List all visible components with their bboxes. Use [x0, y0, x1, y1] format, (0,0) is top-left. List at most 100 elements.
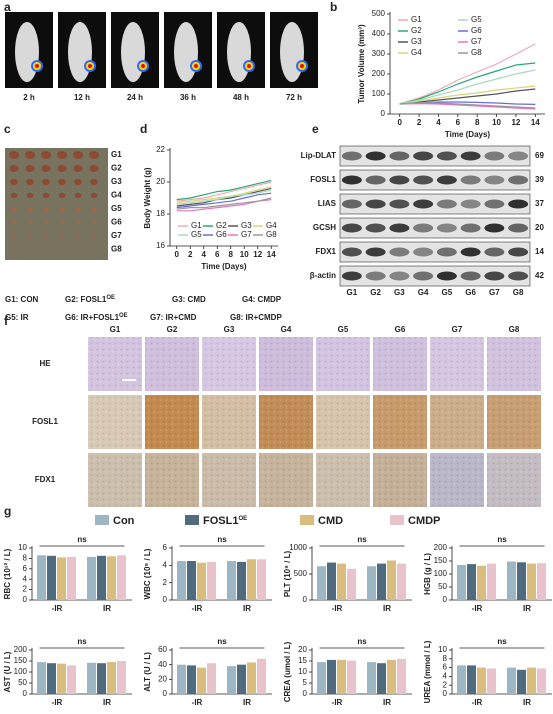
group-label: G3 [111, 177, 122, 186]
bar [87, 556, 96, 600]
x-tick-label: 12 [511, 118, 520, 127]
column-label: G4 [281, 325, 292, 334]
ihc-texture [88, 453, 142, 507]
legend-label: Con [113, 515, 135, 527]
tumor [58, 192, 66, 199]
legend-label: G3 [411, 37, 422, 46]
y-tick-label: 15 [298, 656, 307, 665]
bar [227, 561, 236, 600]
tumor [9, 151, 19, 159]
blot-band [341, 151, 362, 161]
blot-band [484, 151, 505, 161]
bar [457, 665, 466, 694]
protein-label: FOSL1 [310, 175, 336, 184]
tumor [92, 234, 96, 238]
blot-band [436, 151, 457, 161]
bar [177, 561, 186, 600]
bar [67, 556, 76, 600]
bar [327, 659, 336, 694]
tumor [92, 248, 96, 251]
x-tick-label: -IR [192, 604, 203, 613]
kda-label: 69 [535, 151, 544, 160]
series-line [176, 197, 272, 210]
series-line [399, 43, 536, 105]
x-tick-label: 0 [175, 250, 180, 259]
tumor [42, 192, 50, 199]
stain-label: FOSL1 [32, 417, 58, 426]
blot-band [460, 271, 481, 281]
bar [457, 564, 466, 600]
blot-band [389, 151, 410, 161]
bar [537, 668, 546, 694]
y-tick-label: 22 [156, 145, 165, 154]
y-tick-label: 100 [434, 569, 448, 578]
y-tick-label: 0 [303, 595, 308, 604]
lane-label: G8 [513, 288, 524, 297]
bar [47, 555, 56, 600]
bar [117, 555, 126, 600]
bar [527, 667, 536, 694]
series-line [176, 187, 272, 207]
annotation: ns [497, 637, 507, 646]
blot-band [341, 199, 362, 209]
tumor [11, 206, 17, 212]
bar [207, 561, 216, 600]
blot-band [365, 199, 386, 209]
tumor [43, 206, 49, 212]
blot-band [389, 199, 410, 209]
lane-label: G6 [465, 288, 476, 297]
blot-band [365, 271, 386, 281]
blot-band [460, 175, 481, 185]
blot-band [341, 271, 362, 281]
ihc-texture [487, 453, 541, 507]
tumor [12, 248, 16, 251]
bar [97, 663, 106, 694]
ihc-texture [316, 453, 370, 507]
series-line [176, 186, 272, 204]
y-tick-label: 2 [163, 578, 168, 587]
blot-band [508, 151, 529, 161]
y-tick-label: 6 [443, 663, 448, 672]
tumor [60, 234, 64, 238]
column-label: G1 [110, 325, 121, 334]
tumor [25, 164, 35, 173]
legend-label: G6 [216, 230, 227, 239]
legend-label: G8 [266, 230, 277, 239]
mouse-body [174, 22, 198, 82]
tumor [25, 151, 35, 159]
x-tick-label: 8 [229, 250, 234, 259]
tumor [12, 234, 16, 238]
annotation: ns [217, 535, 227, 544]
legend-swatch [390, 515, 404, 525]
bar [257, 559, 266, 600]
tumor [91, 206, 97, 212]
group-label: G4 [111, 191, 122, 200]
y-tick-label: 4 [443, 672, 448, 681]
tumor-photo [5, 148, 108, 260]
ihc-texture [259, 395, 313, 449]
x-tick-label: IR [103, 604, 111, 613]
bar [117, 661, 126, 694]
bar [387, 659, 396, 694]
annotation: ns [77, 637, 87, 646]
ihc-texture [259, 337, 313, 391]
bar [477, 565, 486, 600]
bar [467, 665, 476, 694]
superscript: OE [119, 313, 128, 319]
tumor [42, 178, 50, 186]
y-tick-label: 500 [372, 9, 386, 18]
tumor [10, 192, 18, 199]
bar [527, 563, 536, 600]
series-line [399, 88, 536, 105]
y-axis-title: HGB (g / L) [423, 553, 432, 595]
lane-label: G5 [442, 288, 453, 297]
protein-label: FDX1 [316, 247, 337, 256]
ihc-texture [145, 337, 199, 391]
x-tick-label: 0 [397, 118, 402, 127]
ihc-texture [259, 453, 313, 507]
y-tick-label: 0 [381, 109, 386, 118]
y-tick-label: 150 [434, 556, 448, 565]
blot-band [484, 175, 505, 185]
bar [37, 662, 46, 694]
